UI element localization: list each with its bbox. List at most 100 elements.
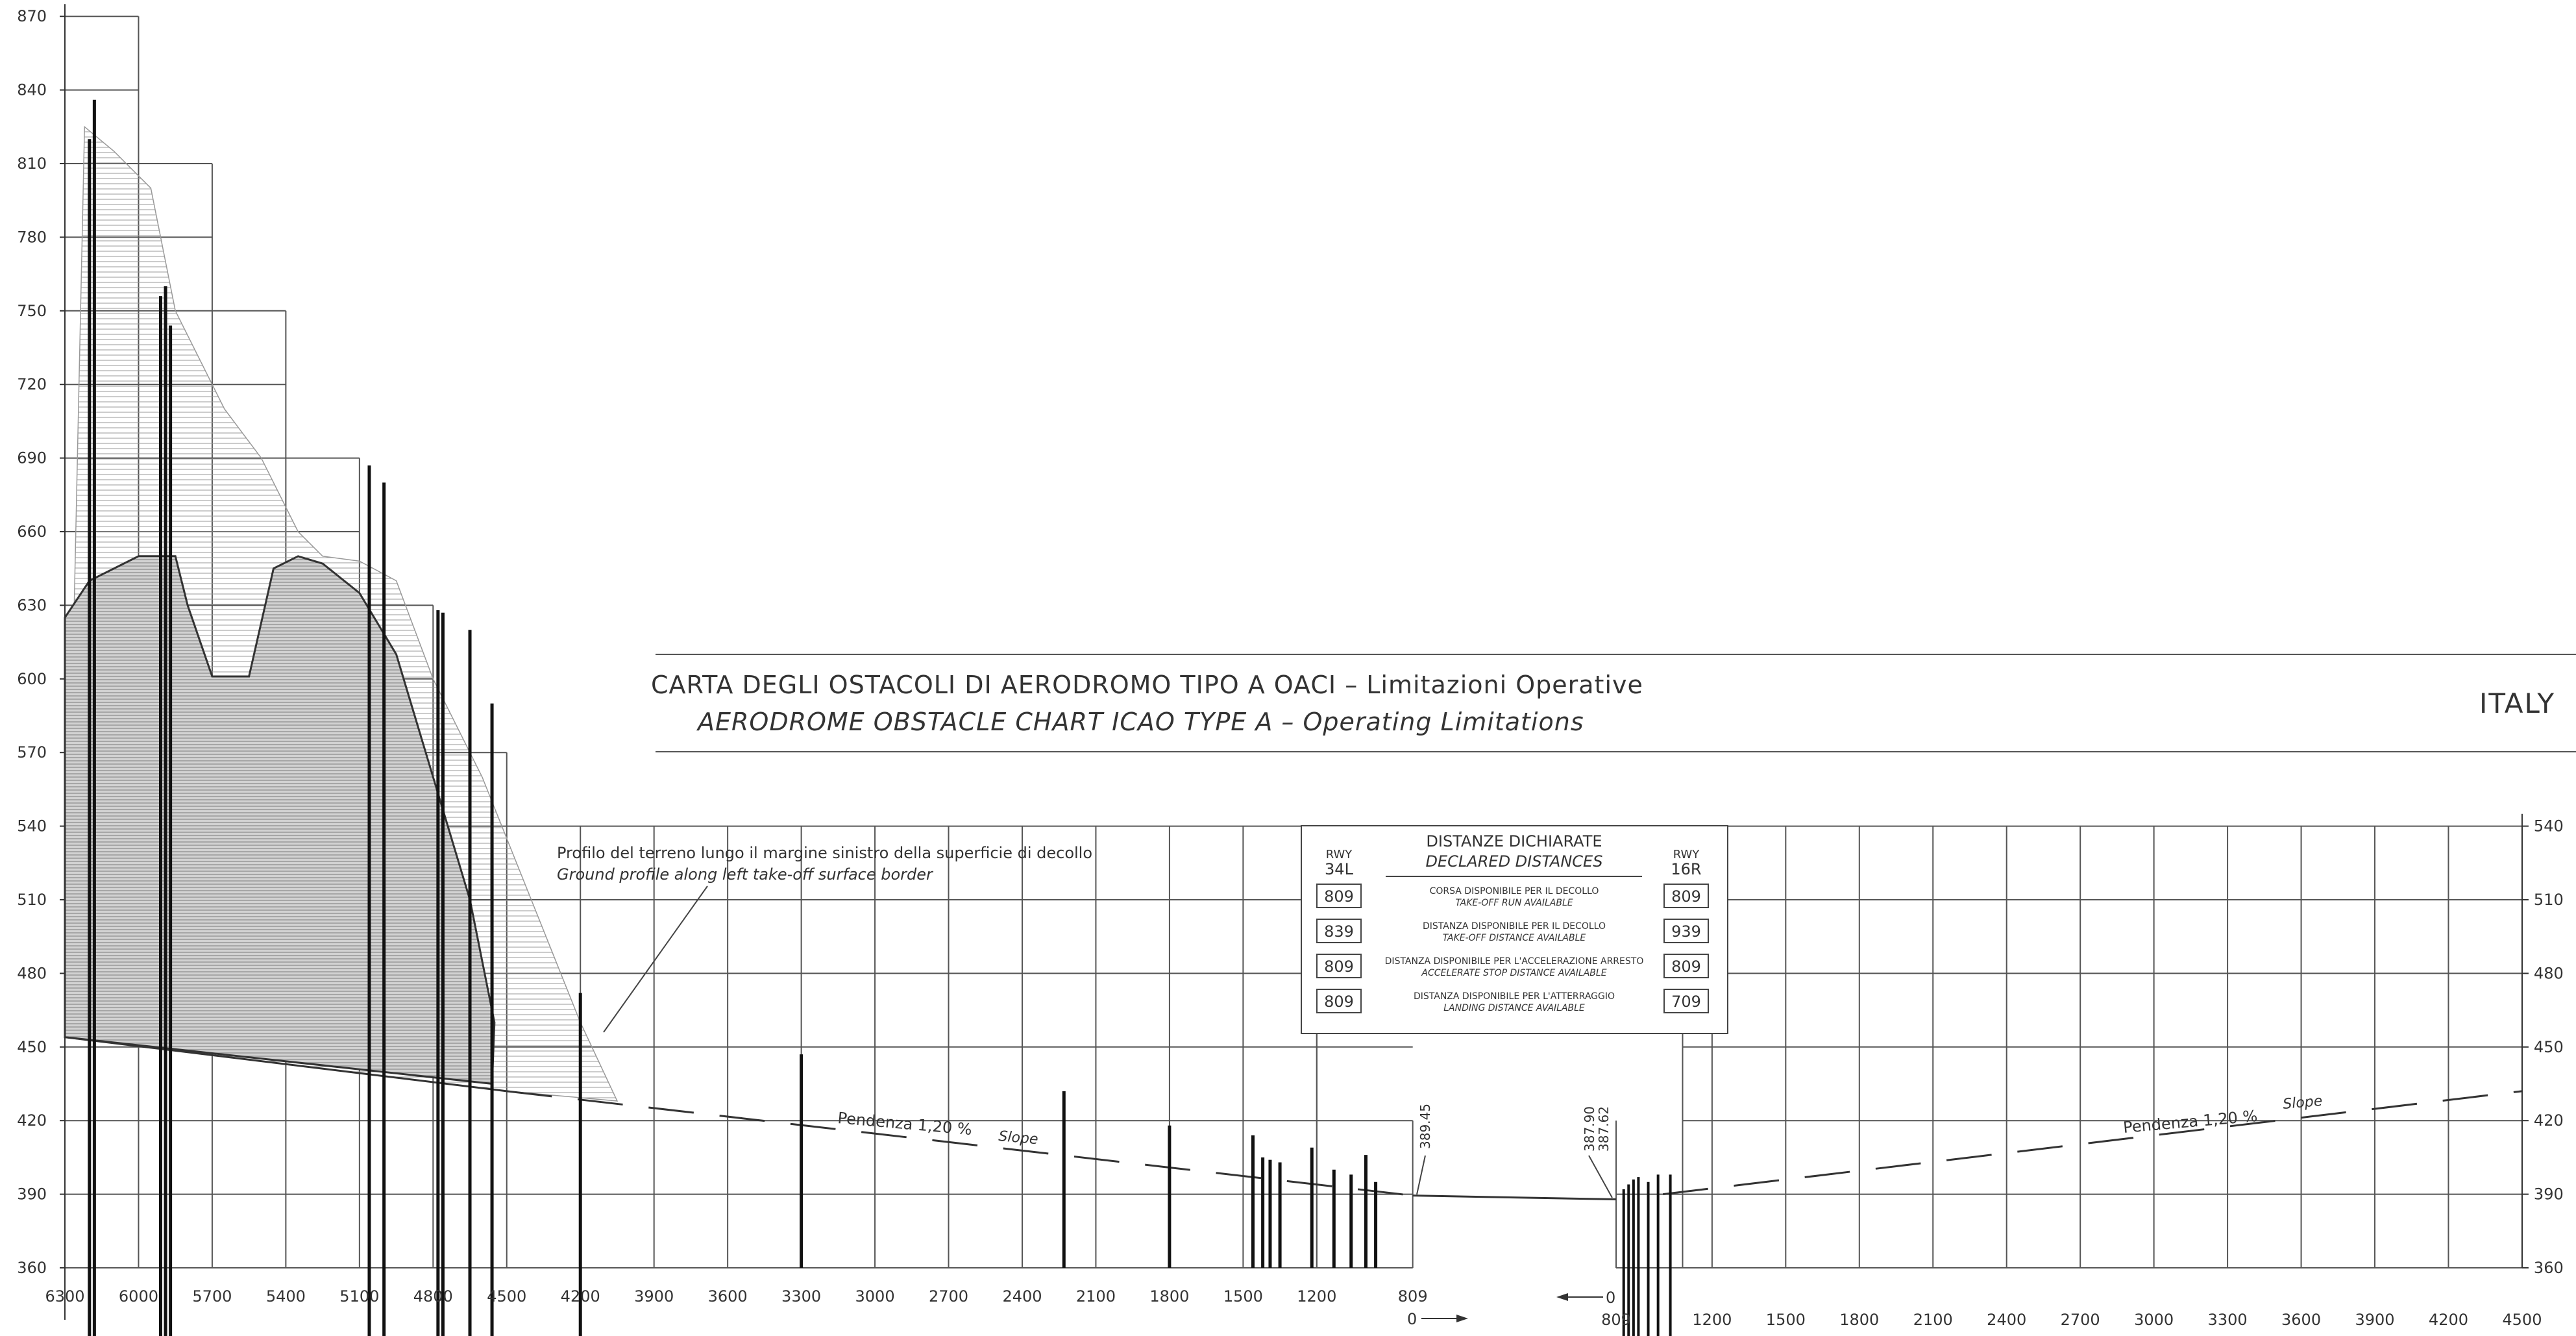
slope-label-right-en: Slope xyxy=(2282,1093,2323,1113)
x-tick-label-right: 2400 xyxy=(1987,1311,2026,1329)
x-tick-label-left: 4200 xyxy=(561,1287,600,1305)
slope-surfaces xyxy=(64,1036,2523,1201)
slope-line-right xyxy=(1663,1090,2523,1196)
arrow-right-zero-label: 0 xyxy=(1606,1289,1615,1307)
takeoff-surface-left xyxy=(64,1036,507,1093)
y-tick-label-left: 810 xyxy=(17,155,47,173)
x-tick-label-right: 3000 xyxy=(2134,1311,2174,1329)
y-tick-label-right: 450 xyxy=(2534,1038,2564,1056)
axis-labels: 870 840 810 780 750 720 690 660 630 600 570 540 510 4… xyxy=(17,7,2564,1329)
dd-left-box xyxy=(1316,919,1362,943)
dd-right-value: 709 xyxy=(1671,993,1701,1011)
dd-right-value: 939 xyxy=(1671,922,1701,941)
rwy-right-designator: 16R xyxy=(1671,860,1701,878)
direction-arrows: 0 0 xyxy=(1407,1289,1615,1328)
slope-label-left-en: Slope xyxy=(998,1128,1038,1148)
terrain-note-leader xyxy=(603,885,708,1033)
y-tick-label-left: 540 xyxy=(17,817,47,835)
dd-row-label-it: DISTANZA DISPONIBILE PER IL DECOLLO xyxy=(1423,921,1606,932)
x-tick-label-right: 4200 xyxy=(2429,1311,2468,1329)
rwy-left-label: RWY xyxy=(1326,848,1353,861)
y-tick-label-left: 480 xyxy=(17,964,47,982)
x-tick-label-left: 5700 xyxy=(192,1287,232,1305)
title-block: CARTA DEGLI OSTACOLI DI AERODROMO TIPO A… xyxy=(651,654,2576,752)
dd-left-value: 839 xyxy=(1324,922,1354,941)
x-tick-label-left: 2700 xyxy=(929,1287,968,1305)
dd-left-value: 809 xyxy=(1324,993,1354,1011)
x-tick-label-left: 1800 xyxy=(1149,1287,1189,1305)
x-tick-label-right: 2700 xyxy=(2061,1311,2100,1329)
y-tick-label-left: 690 xyxy=(17,449,47,467)
x-tick-label-left: 3600 xyxy=(708,1287,748,1305)
runway-profile xyxy=(1412,1194,1617,1201)
y-tick-label-right: 390 xyxy=(2534,1185,2564,1204)
y-tick-label-left: 750 xyxy=(17,302,47,320)
x-tick-label-left: 2100 xyxy=(1076,1287,1116,1305)
y-tick-label-right: 510 xyxy=(2534,891,2564,909)
terrain-profile xyxy=(64,125,619,1102)
elevation-callouts: 389.45 387.90 387.62 xyxy=(1416,1104,1613,1198)
dd-left-value: 809 xyxy=(1324,958,1354,976)
x-tick-label-right: 4500 xyxy=(2502,1311,2542,1329)
x-tick-label-left: 6000 xyxy=(119,1287,158,1305)
dd-row-label-en: TAKE-OFF DISTANCE AVAILABLE xyxy=(1443,933,1586,943)
dd-right-value: 809 xyxy=(1671,958,1701,976)
y-tick-label-right: 480 xyxy=(2534,964,2564,982)
dd-right-box xyxy=(1663,884,1709,908)
x-tick-label-right: 1500 xyxy=(1766,1311,1806,1329)
dd-row-label-en: ACCELERATE STOP DISTANCE AVAILABLE xyxy=(1421,968,1606,978)
x-tick-label-left: 5400 xyxy=(266,1287,306,1305)
x-tick-label-left: 1200 xyxy=(1297,1287,1336,1305)
y-tick-label-left: 510 xyxy=(17,891,47,909)
elevation-left-end: 389.45 xyxy=(1417,1104,1433,1149)
chart-title-english: AERODROME OBSTACLE CHART ICAO TYPE A – O… xyxy=(696,708,1584,736)
y-tick-label-left: 780 xyxy=(17,228,47,246)
arrow-left-zero-label: 0 xyxy=(1407,1310,1417,1328)
elevation-right-b: 387.62 xyxy=(1596,1106,1612,1152)
x-tick-label-left: 5100 xyxy=(339,1287,379,1305)
dd-row-label-en: TAKE-OFF RUN AVAILABLE xyxy=(1455,898,1573,908)
y-tick-label-left: 390 xyxy=(17,1185,47,1204)
x-tick-label-left: 2400 xyxy=(1002,1287,1042,1305)
x-tick-label-left: 6300 xyxy=(45,1287,84,1305)
x-tick-label-left: 3000 xyxy=(855,1287,895,1305)
rwy-left-designator: 34L xyxy=(1325,860,1354,878)
x-tick-label-left: 1500 xyxy=(1223,1287,1263,1305)
y-tick-label-left: 420 xyxy=(17,1111,47,1130)
x-tick-label-right: 2100 xyxy=(1913,1311,1953,1329)
x-tick-label-left: 809 xyxy=(1398,1287,1428,1305)
dd-right-box xyxy=(1663,989,1709,1013)
country-label: ITALY xyxy=(2479,687,2555,719)
x-tick-label-right: 3300 xyxy=(2208,1311,2248,1329)
dd-right-box xyxy=(1663,954,1709,978)
x-tick-label-right: 809 xyxy=(1601,1311,1631,1329)
x-tick-label-right: 3900 xyxy=(2355,1311,2394,1329)
dd-left-box xyxy=(1316,989,1362,1013)
slope-line-left xyxy=(506,1090,1413,1197)
x-tick-label-right: 1800 xyxy=(1839,1311,1879,1329)
y-tick-label-left: 360 xyxy=(17,1259,47,1277)
slope-label-left-it: Pendenza 1,20 % xyxy=(837,1109,972,1139)
rwy-right-label: RWY xyxy=(1673,848,1700,861)
dd-row-label-en: LANDING DISTANCE AVAILABLE xyxy=(1443,1003,1585,1013)
y-tick-label-left: 840 xyxy=(17,81,47,99)
y-tick-label-right: 540 xyxy=(2534,817,2564,835)
x-tick-label-left: 3300 xyxy=(781,1287,821,1305)
dd-right-box xyxy=(1663,919,1709,943)
x-tick-label-right: 3600 xyxy=(2281,1311,2321,1329)
y-tick-label-left: 570 xyxy=(17,743,47,761)
dd-left-value: 809 xyxy=(1324,887,1354,906)
dd-left-box xyxy=(1316,884,1362,908)
dd-left-box xyxy=(1316,954,1362,978)
y-tick-label-left: 660 xyxy=(17,523,47,541)
y-tick-label-right: 360 xyxy=(2534,1259,2564,1277)
slope-label-right-it: Pendenza 1,20 % xyxy=(2122,1107,2258,1137)
terrain-dark-area xyxy=(64,555,496,1085)
arrow-left-head xyxy=(1456,1315,1468,1322)
x-tick-label-left: 3900 xyxy=(634,1287,674,1305)
elevation-right-leader xyxy=(1588,1155,1613,1198)
x-tick-label-left: 4500 xyxy=(487,1287,526,1305)
y-tick-label-left: 450 xyxy=(17,1038,47,1056)
